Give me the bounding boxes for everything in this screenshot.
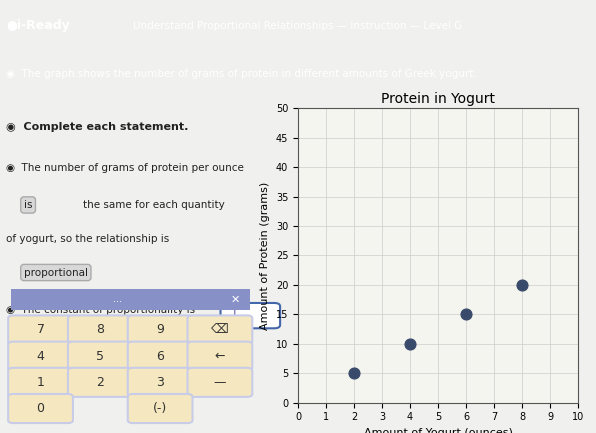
Text: 6: 6	[156, 349, 164, 363]
Point	[405, 340, 415, 347]
FancyBboxPatch shape	[221, 303, 280, 328]
Text: ✕: ✕	[230, 294, 240, 304]
Text: |: |	[232, 308, 236, 319]
Text: ◉  The graph shows the number of grams of protein in different amounts of Greek : ◉ The graph shows the number of grams of…	[6, 68, 477, 79]
Text: proportional: proportional	[24, 268, 88, 278]
Point	[517, 281, 527, 288]
Text: ◉  The constant of proportionality is: ◉ The constant of proportionality is	[6, 305, 195, 315]
FancyBboxPatch shape	[68, 342, 133, 371]
Text: 3: 3	[156, 376, 164, 389]
FancyBboxPatch shape	[128, 342, 193, 371]
Text: the same for each quantity: the same for each quantity	[83, 200, 225, 210]
Text: 9: 9	[156, 323, 164, 336]
FancyBboxPatch shape	[68, 368, 133, 397]
Text: 8: 8	[97, 323, 104, 336]
FancyBboxPatch shape	[8, 315, 73, 345]
Text: 2: 2	[97, 376, 104, 389]
Text: (-): (-)	[153, 402, 167, 415]
Text: ●i-Ready: ●i-Ready	[6, 19, 70, 32]
Point	[461, 311, 471, 318]
FancyBboxPatch shape	[8, 342, 73, 371]
Text: 0: 0	[36, 402, 45, 415]
X-axis label: Amount of Yogurt (ounces): Amount of Yogurt (ounces)	[364, 428, 513, 433]
Text: 5: 5	[97, 349, 104, 363]
Text: 7: 7	[36, 323, 45, 336]
Text: ◉  The number of grams of protein per ounce: ◉ The number of grams of protein per oun…	[6, 163, 244, 173]
FancyBboxPatch shape	[188, 368, 252, 397]
Point	[349, 370, 359, 377]
Text: —: —	[213, 376, 226, 389]
FancyBboxPatch shape	[188, 315, 252, 345]
Text: 1: 1	[36, 376, 45, 389]
Text: of yogurt, so the relationship is: of yogurt, so the relationship is	[6, 234, 169, 244]
FancyBboxPatch shape	[128, 368, 193, 397]
Text: 4: 4	[36, 349, 45, 363]
Y-axis label: Amount of Protein (grams): Amount of Protein (grams)	[260, 181, 270, 330]
Text: Understand Proportional Relationships — Instruction — Level G: Understand Proportional Relationships — …	[134, 21, 462, 31]
Text: ◉  Complete each statement.: ◉ Complete each statement.	[6, 122, 188, 132]
FancyBboxPatch shape	[68, 315, 133, 345]
Text: ...: ...	[113, 294, 122, 304]
FancyBboxPatch shape	[128, 394, 193, 423]
Title: Protein in Yogurt: Protein in Yogurt	[381, 92, 495, 106]
Text: ←: ←	[215, 349, 225, 363]
Text: ⌫: ⌫	[211, 323, 229, 336]
FancyBboxPatch shape	[11, 289, 250, 310]
FancyBboxPatch shape	[8, 368, 73, 397]
Text: is: is	[24, 200, 32, 210]
FancyBboxPatch shape	[8, 394, 73, 423]
FancyBboxPatch shape	[128, 315, 193, 345]
FancyBboxPatch shape	[188, 342, 252, 371]
